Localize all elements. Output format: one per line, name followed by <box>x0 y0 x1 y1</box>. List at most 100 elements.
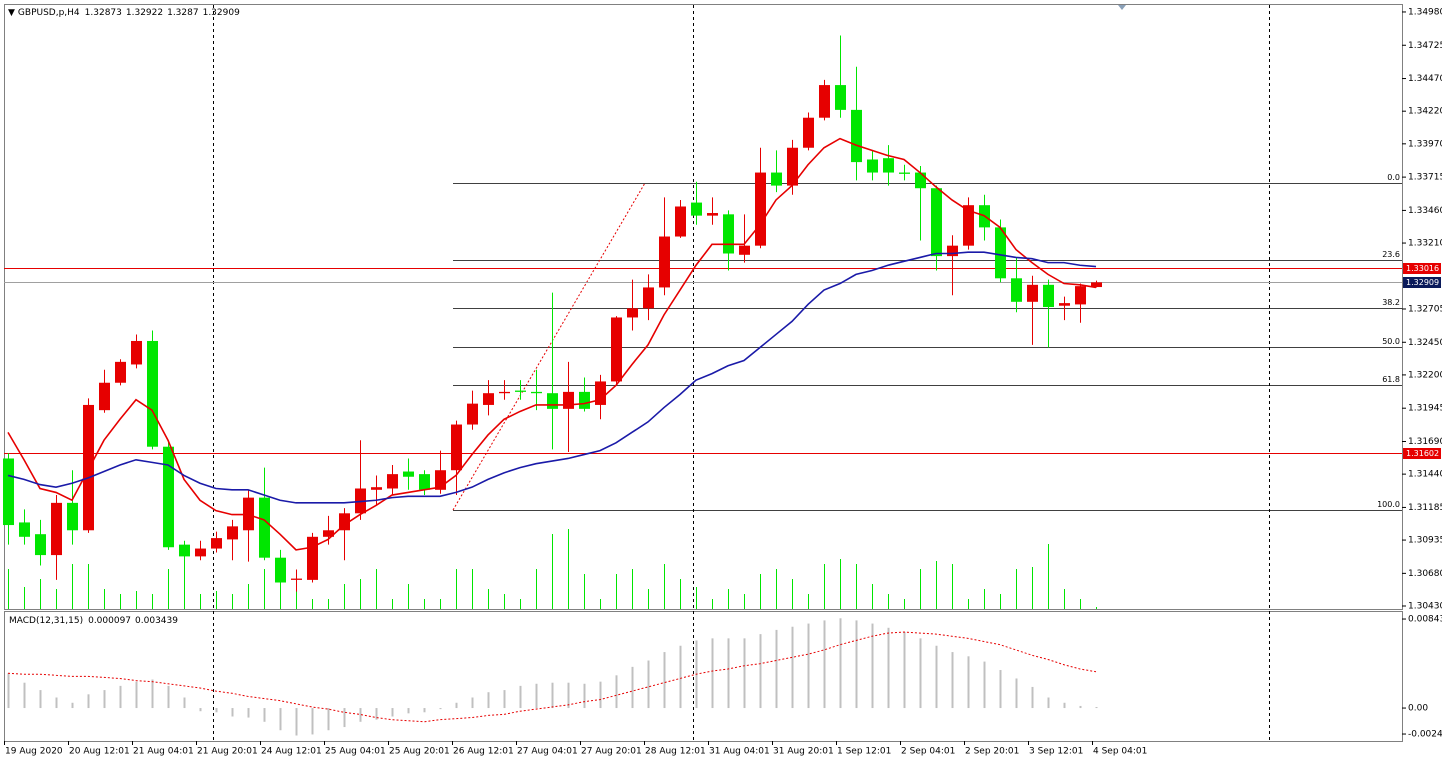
y-tick-label: 1.31945 <box>1408 404 1442 414</box>
candle-body <box>1075 286 1086 305</box>
candle-body <box>547 393 558 409</box>
candle-body <box>307 536 318 580</box>
fib-label: 0.0 <box>1387 173 1400 182</box>
candle-body <box>275 557 286 583</box>
candle-body <box>723 214 734 254</box>
candle-body <box>931 188 942 257</box>
candle-body <box>227 526 238 540</box>
y-tick-label: 1.32200 <box>1408 370 1442 380</box>
x-tick-label: 21 Aug 04:01 <box>133 747 194 757</box>
moving-average <box>7 251 1097 504</box>
y-tick-label: 1.30680 <box>1408 569 1442 579</box>
candle-body <box>195 548 206 557</box>
header-high: 1.32922 <box>126 8 163 18</box>
candle-body <box>451 424 462 471</box>
candle-body <box>147 340 158 447</box>
price-label: 1.31602 <box>1406 449 1439 458</box>
candle-body <box>435 470 446 490</box>
x-tick-label: 4 Sep 04:01 <box>1093 747 1147 757</box>
fib-label: 23.6 <box>1382 250 1400 259</box>
candle-body <box>963 205 974 246</box>
x-tick-label: 31 Aug 20:01 <box>773 747 834 757</box>
candle-body <box>67 502 78 531</box>
candle-body <box>515 390 526 392</box>
moving-average <box>7 137 1097 551</box>
fib-label: 50.0 <box>1382 337 1400 346</box>
x-tick-label: 27 Aug 20:01 <box>581 747 642 757</box>
candle-body <box>419 474 430 490</box>
candle-body <box>835 85 846 110</box>
candle-body <box>643 287 654 309</box>
candle-body <box>947 245 958 257</box>
period-separators <box>213 5 1270 741</box>
bid-label-box <box>1403 277 1441 288</box>
candle-body <box>627 308 638 318</box>
y-tick-label: 0.00 <box>1408 704 1428 714</box>
candle-body <box>403 471 414 477</box>
candle-body <box>339 513 350 531</box>
candle-body <box>739 245 750 255</box>
symbol: GBPUSD,p,H4 <box>18 8 80 18</box>
candle-body <box>3 458 14 526</box>
x-tick-label: 25 Aug 20:01 <box>389 747 450 757</box>
y-tick-label: 0.00843 <box>1408 615 1442 625</box>
y-tick-label: 1.33460 <box>1408 206 1442 216</box>
x-tick-label: 25 Aug 04:01 <box>325 747 386 757</box>
candle-body <box>483 393 494 405</box>
candle-body <box>787 147 798 186</box>
header-arrow: ▼ <box>8 8 15 18</box>
chart-header: ▼ GBPUSD,p,H4 1.32873 1.32922 1.3287 1.32909 <box>8 8 240 18</box>
candle-body <box>99 382 110 411</box>
fib-diagonal <box>452 182 646 511</box>
x-tick-label: 20 Aug 12:01 <box>69 747 130 757</box>
x-tick-label: 19 Aug 2020 <box>5 747 63 757</box>
candle-body <box>531 391 542 394</box>
shift-marker <box>1118 5 1126 10</box>
x-tick-label: 21 Aug 20:01 <box>197 747 258 757</box>
macd-panel <box>4 611 1403 742</box>
candle-body <box>1011 278 1022 302</box>
candle-body <box>387 474 398 489</box>
candle-body <box>755 172 766 246</box>
candle-body <box>675 206 686 237</box>
signal-line <box>7 631 1097 723</box>
candle-body <box>467 403 478 425</box>
candle-body <box>883 158 894 173</box>
candle-body <box>611 317 622 382</box>
y-tick-label: 1.34220 <box>1408 107 1442 117</box>
candle-body <box>323 530 334 537</box>
candle-body <box>1091 282 1102 288</box>
candle-body <box>211 538 222 549</box>
candle-body <box>707 213 718 216</box>
candle-body <box>915 172 926 189</box>
candle-body <box>899 172 910 174</box>
x-tick-label: 31 Aug 04:01 <box>709 747 770 757</box>
candle-body <box>867 159 878 173</box>
candle-body <box>1059 303 1070 306</box>
candle-body <box>1043 284 1054 308</box>
y-tick-label: 1.32705 <box>1408 304 1442 314</box>
price-label: 1.33016 <box>1406 264 1439 273</box>
candle-body <box>803 117 814 148</box>
candle-body <box>691 202 702 216</box>
candle-body <box>179 544 190 557</box>
plot-layer: 1.34980 1.34725 1.34470 1.34220 1.33970 1.337… <box>3 7 1442 757</box>
candle-body <box>115 361 126 383</box>
macd-header: MACD(12,31,15) 0.000097 0.003439 <box>9 616 178 626</box>
y-tick-label: 1.34470 <box>1408 74 1442 84</box>
candle-body <box>595 381 606 405</box>
macd-value: 0.000097 <box>88 616 131 626</box>
candle-body <box>1027 284 1038 302</box>
y-tick-label: 1.32450 <box>1408 338 1442 348</box>
x-tick-label: 26 Aug 12:01 <box>453 747 514 757</box>
y-tick-label: 1.33970 <box>1408 139 1442 149</box>
y-tick-label: 1.31690 <box>1408 437 1442 447</box>
y-tick-label: -0.00246 <box>1408 730 1442 740</box>
candle-body <box>579 391 590 409</box>
candle-body <box>131 340 142 365</box>
y-tick-label: 1.34980 <box>1408 7 1442 17</box>
y-tick-label: 1.31185 <box>1408 503 1442 513</box>
